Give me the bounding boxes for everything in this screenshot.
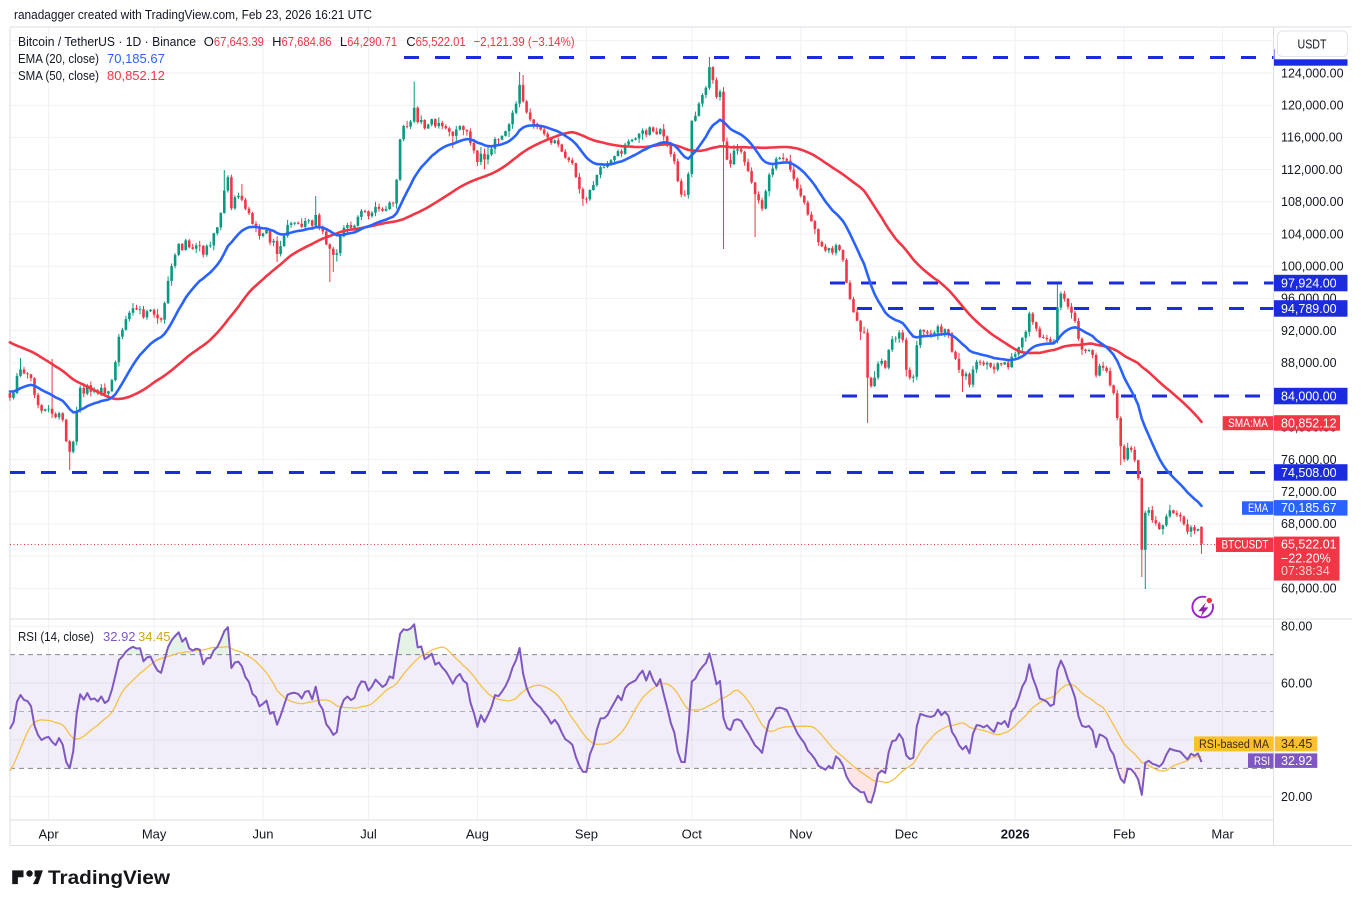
svg-text:34.45: 34.45: [1281, 737, 1312, 751]
svg-text:07:38:34: 07:38:34: [1281, 564, 1330, 578]
svg-text:TradingView: TradingView: [48, 867, 171, 889]
svg-text:Jul: Jul: [360, 827, 377, 842]
svg-text:94,789.00: 94,789.00: [1281, 302, 1337, 316]
svg-text:2026: 2026: [1001, 827, 1030, 842]
svg-text:76,000.00: 76,000.00: [1281, 453, 1337, 467]
svg-text:65,522.01: 65,522.01: [1281, 538, 1337, 552]
svg-text:88,000.00: 88,000.00: [1281, 356, 1337, 370]
svg-text:72,000.00: 72,000.00: [1281, 485, 1337, 499]
svg-text:97,924.00: 97,924.00: [1281, 276, 1337, 290]
svg-text:80.00: 80.00: [1281, 620, 1312, 634]
svg-text:84,000.00: 84,000.00: [1281, 389, 1337, 403]
svg-text:SMA (50, close)80,852.12: SMA (50, close) 80,852.12: [18, 68, 165, 83]
svg-text:74,508.00: 74,508.00: [1281, 466, 1337, 480]
svg-text:104,000.00: 104,000.00: [1281, 227, 1344, 241]
svg-text:60.00: 60.00: [1281, 676, 1312, 690]
svg-text:Nov: Nov: [789, 827, 813, 842]
svg-text:Bitcoin / TetherUS · 1D · Bina: Bitcoin / TetherUS · 1D · Binance O67,643…: [18, 34, 575, 49]
svg-text:68,000.00: 68,000.00: [1281, 517, 1337, 531]
svg-text:Apr: Apr: [38, 827, 59, 842]
svg-text:70,185.67: 70,185.67: [1281, 501, 1337, 515]
svg-text:100,000.00: 100,000.00: [1281, 260, 1344, 274]
svg-text:May: May: [142, 827, 167, 842]
svg-text:80,852.12: 80,852.12: [1281, 416, 1337, 430]
svg-text:BTCUSDT: BTCUSDT: [1222, 540, 1269, 552]
svg-text:20.00: 20.00: [1281, 790, 1312, 804]
svg-text:112,000.00: 112,000.00: [1281, 163, 1343, 177]
svg-text:116,000.00: 116,000.00: [1281, 131, 1343, 145]
svg-text:120,000.00: 120,000.00: [1281, 99, 1344, 113]
svg-text:Oct: Oct: [682, 827, 703, 842]
svg-text:Jun: Jun: [253, 827, 274, 842]
svg-text:−22.20%: −22.20%: [1281, 551, 1331, 565]
svg-text:ranadagger created with Tradin: ranadagger created with TradingView.com,…: [14, 7, 372, 22]
svg-text:USDT: USDT: [1298, 37, 1327, 52]
svg-text:EMA: EMA: [1248, 503, 1268, 515]
svg-text:Sep: Sep: [575, 827, 598, 842]
svg-text:Mar: Mar: [1211, 827, 1234, 842]
svg-text:RSI-based MA: RSI-based MA: [1199, 739, 1269, 751]
svg-text:EMA (20, close)70,185.67: EMA (20, close) 70,185.67: [18, 51, 165, 66]
svg-text:Dec: Dec: [895, 827, 919, 842]
svg-text:60,000.00: 60,000.00: [1281, 582, 1337, 596]
svg-text:108,000.00: 108,000.00: [1281, 195, 1344, 209]
svg-text:Feb: Feb: [1113, 827, 1135, 842]
svg-text:SMA:MA: SMA:MA: [1228, 418, 1268, 430]
svg-text:32.92: 32.92: [1281, 754, 1312, 768]
svg-text:Aug: Aug: [466, 827, 489, 842]
svg-text:RSI: RSI: [1254, 756, 1270, 768]
svg-text:124,000.00: 124,000.00: [1281, 66, 1344, 80]
svg-text:92,000.00: 92,000.00: [1281, 324, 1337, 338]
